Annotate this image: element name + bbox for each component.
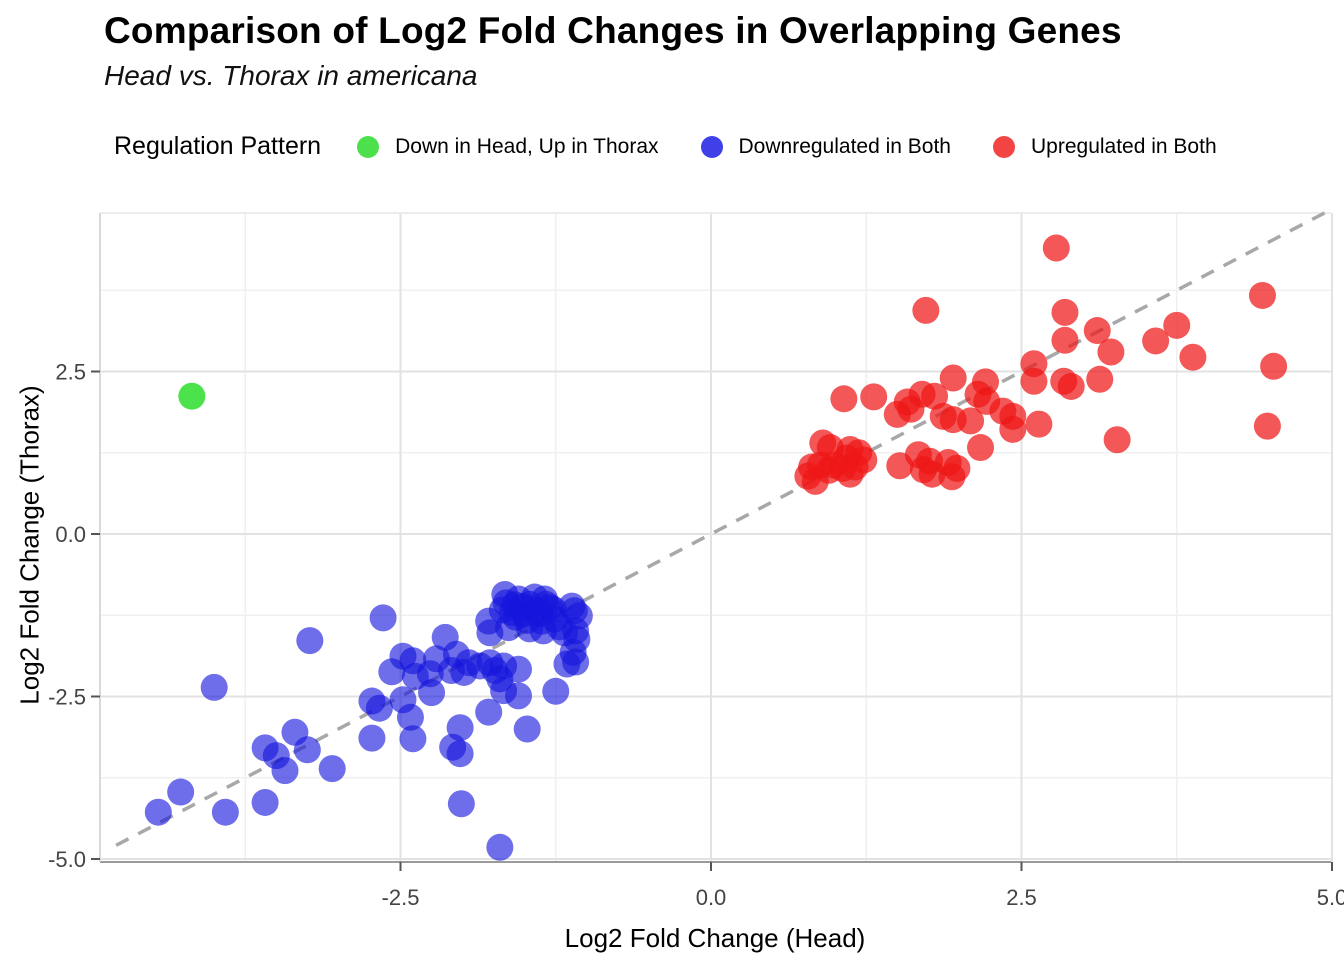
blue-dot-icon bbox=[700, 135, 723, 158]
data-point bbox=[1163, 311, 1191, 339]
y-tick-label: 2.5 bbox=[55, 360, 86, 385]
data-point bbox=[211, 798, 239, 826]
data-point bbox=[513, 715, 541, 743]
data-point bbox=[1051, 298, 1079, 326]
data-point bbox=[378, 658, 406, 686]
x-axis-title: Log2 Fold Change (Head) bbox=[564, 923, 866, 953]
data-point bbox=[830, 385, 858, 413]
data-point bbox=[971, 368, 999, 396]
data-point bbox=[1025, 410, 1053, 438]
data-point bbox=[1179, 343, 1207, 371]
data-point bbox=[486, 833, 514, 861]
data-point bbox=[939, 364, 967, 392]
data-point bbox=[967, 434, 995, 462]
data-point bbox=[1253, 412, 1281, 440]
data-point bbox=[358, 724, 386, 752]
data-point bbox=[1020, 367, 1048, 395]
data-point bbox=[399, 725, 427, 753]
data-point bbox=[1057, 372, 1085, 400]
data-point bbox=[912, 296, 940, 324]
data-point bbox=[532, 590, 560, 618]
data-point bbox=[1260, 352, 1288, 380]
page-title: Comparison of Log2 Fold Changes in Overl… bbox=[104, 10, 1122, 51]
y-tick-label: 0.0 bbox=[55, 522, 86, 547]
data-point bbox=[542, 677, 570, 705]
data-point bbox=[418, 679, 446, 707]
y-axis-title: Log2 Fold Change (Thorax) bbox=[14, 385, 45, 705]
data-point bbox=[938, 463, 966, 491]
x-tick-label: 0.0 bbox=[696, 885, 727, 910]
x-tick-label: -2.5 bbox=[382, 885, 420, 910]
data-point bbox=[475, 698, 503, 726]
data-point bbox=[318, 755, 346, 783]
data-point bbox=[1083, 317, 1111, 345]
legend-item-label: Downregulated in Both bbox=[738, 134, 951, 158]
data-point bbox=[1142, 327, 1170, 355]
data-point bbox=[1097, 338, 1125, 366]
data-point bbox=[860, 383, 888, 411]
data-point bbox=[957, 407, 985, 435]
data-point bbox=[167, 778, 195, 806]
data-point bbox=[296, 627, 324, 655]
data-point bbox=[144, 798, 172, 826]
data-point bbox=[1248, 281, 1276, 309]
x-tick-label: 2.5 bbox=[1006, 885, 1037, 910]
data-point bbox=[921, 382, 949, 410]
legend-item-label: Down in Head, Up in Thorax bbox=[395, 134, 659, 158]
data-point bbox=[502, 603, 530, 631]
legend-title: Regulation Pattern bbox=[114, 132, 322, 160]
data-point bbox=[794, 462, 822, 490]
red-dot-icon bbox=[993, 135, 1015, 158]
data-point bbox=[293, 736, 321, 764]
legend-item-label: Upregulated in Both bbox=[1031, 134, 1217, 158]
legend-item-downregulated-both: Downregulated in Both bbox=[700, 134, 951, 159]
data-point bbox=[562, 648, 590, 676]
data-point bbox=[271, 757, 299, 785]
data-point bbox=[486, 665, 514, 693]
legend: Regulation Pattern Down in Head, Up in T… bbox=[114, 132, 1217, 161]
legend-item-down-head-up-thorax: Down in Head, Up in Thorax bbox=[357, 134, 659, 159]
page-subtitle: Head vs. Thorax in americana bbox=[104, 60, 478, 91]
legend-item-upregulated-both: Upregulated in Both bbox=[993, 135, 1217, 159]
data-point bbox=[437, 657, 465, 684]
data-point bbox=[365, 694, 393, 722]
data-point bbox=[836, 460, 864, 488]
data-point bbox=[200, 673, 228, 701]
identity-reference-line bbox=[115, 211, 1326, 847]
data-point bbox=[1103, 426, 1131, 454]
x-tick-label: 5.0 bbox=[1317, 885, 1344, 910]
data-point bbox=[396, 703, 424, 731]
data-point bbox=[251, 788, 279, 816]
data-point bbox=[369, 604, 397, 632]
data-point bbox=[446, 740, 474, 768]
data-point bbox=[883, 400, 911, 428]
data-point bbox=[178, 382, 206, 410]
green-dot-icon bbox=[357, 135, 380, 158]
data-point bbox=[447, 790, 475, 818]
data-point bbox=[504, 682, 532, 710]
y-tick-label: -5.0 bbox=[48, 847, 86, 872]
data-point bbox=[1042, 234, 1070, 262]
data-point bbox=[999, 415, 1027, 443]
y-tick-label: -2.5 bbox=[48, 685, 86, 710]
data-point bbox=[1086, 365, 1114, 393]
data-point bbox=[1051, 326, 1079, 354]
